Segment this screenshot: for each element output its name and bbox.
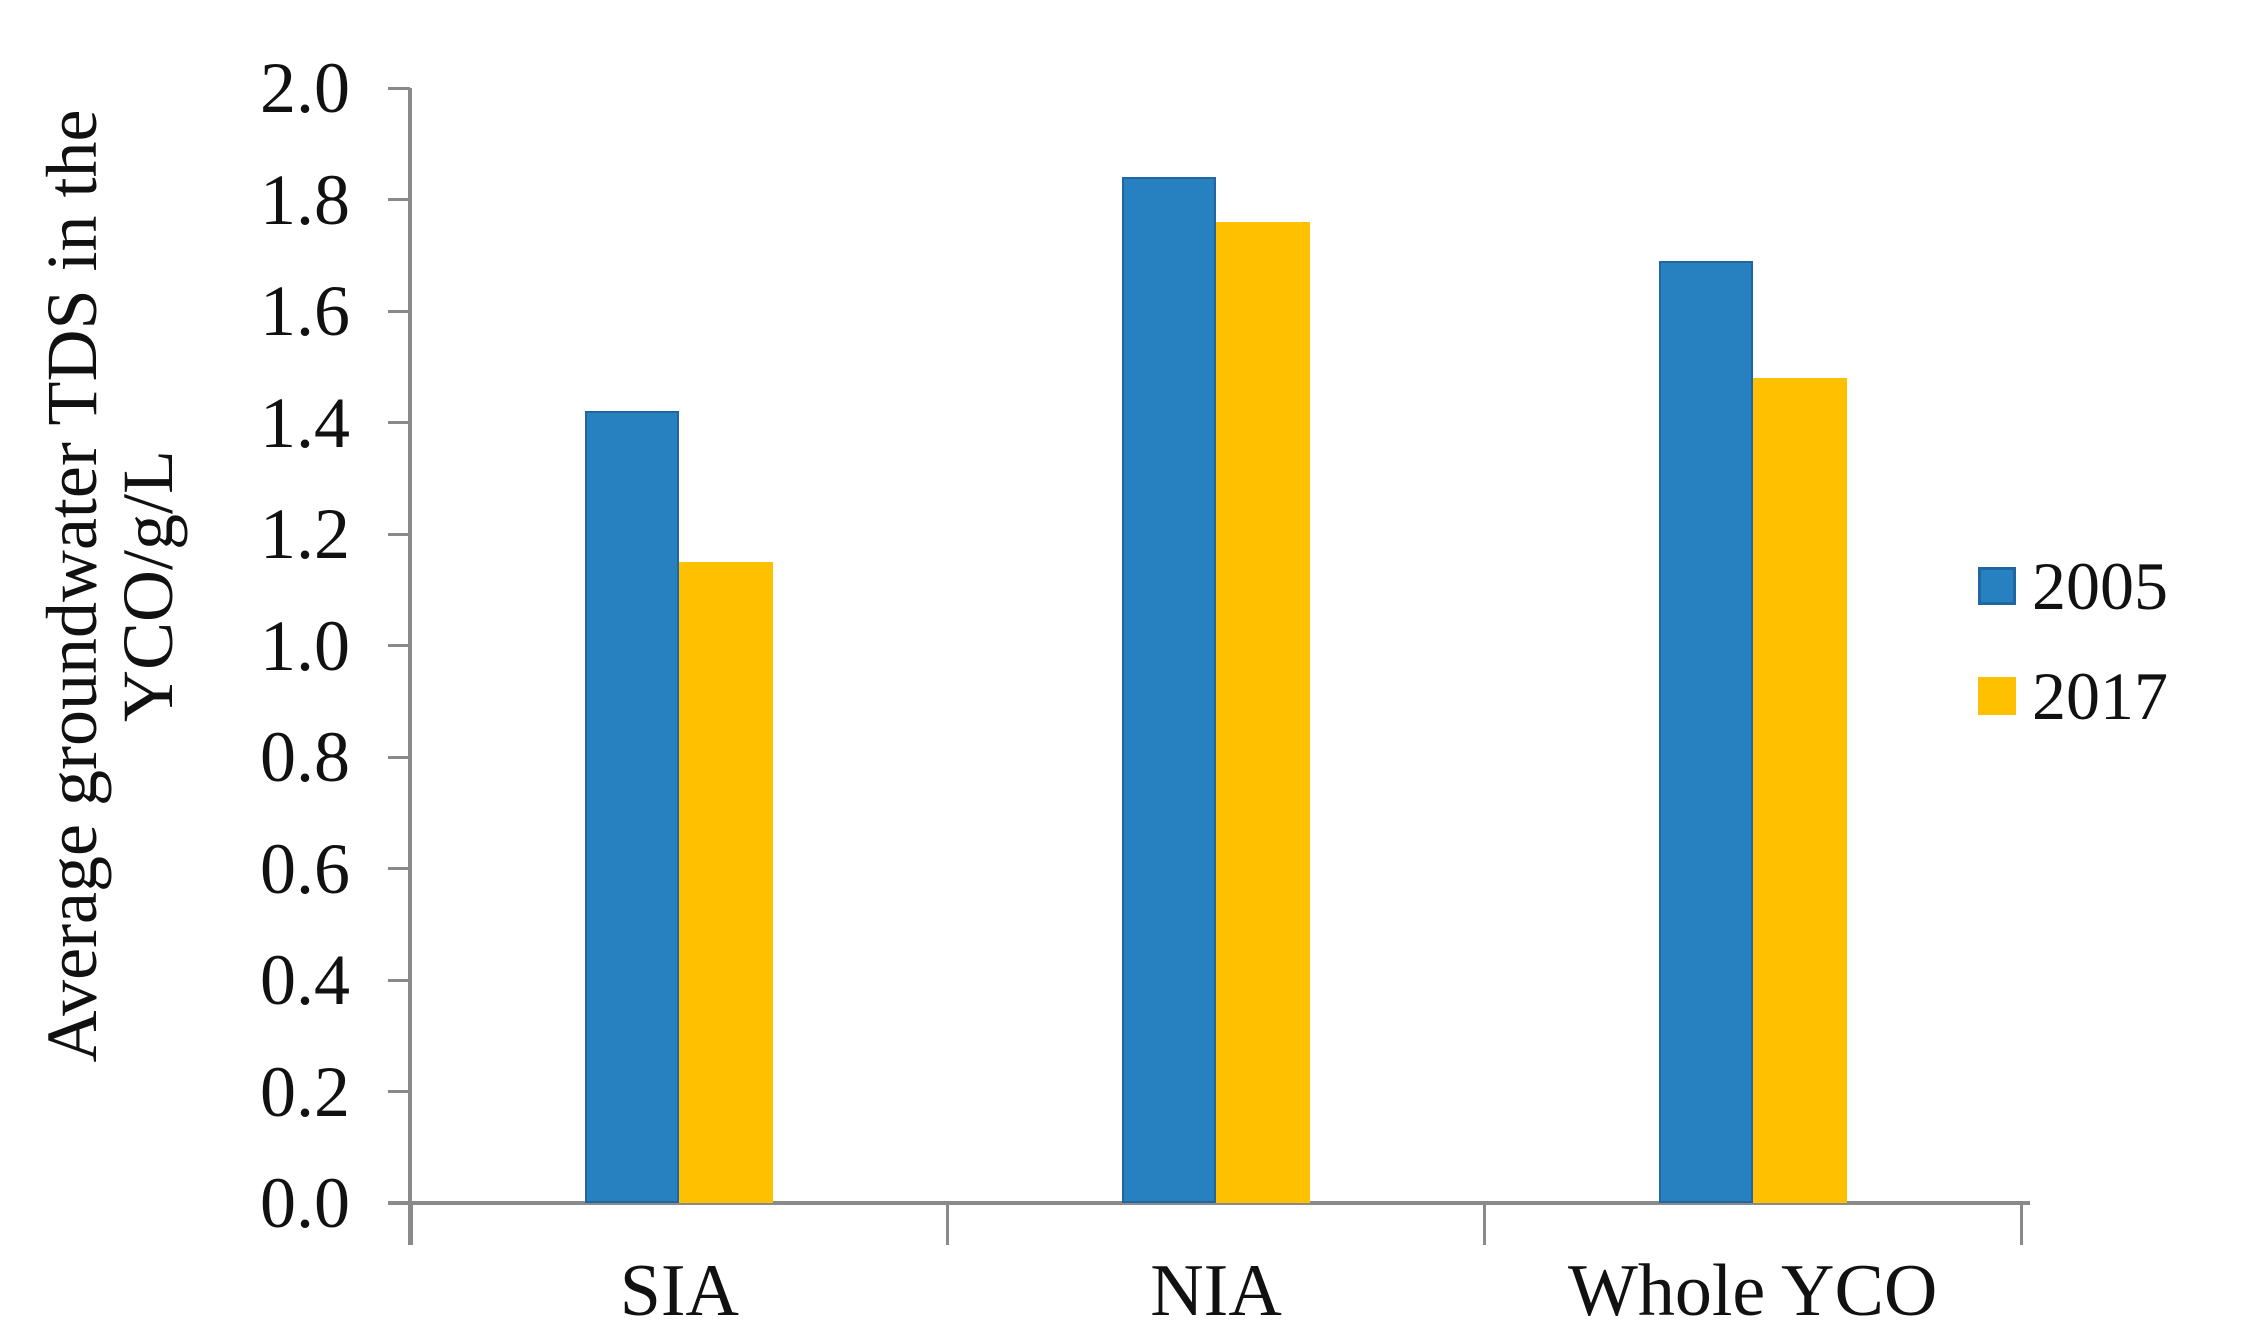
bar-2017-whole-yco: [1752, 377, 1847, 1203]
x-category-label-nia: NIA: [1150, 1250, 1282, 1332]
y-tick: [388, 86, 410, 90]
y-axis-line: [408, 88, 412, 1245]
legend: 2005 2017: [1978, 552, 2168, 772]
x-tick: [2019, 1203, 2023, 1245]
bar-2017-nia: [1216, 221, 1310, 1203]
y-tick: [388, 198, 410, 201]
y-tick: [388, 1201, 410, 1205]
y-tick: [388, 421, 410, 424]
y-tick-label: 0.2: [260, 1051, 350, 1132]
y-tick: [388, 1090, 410, 1093]
legend-swatch-2005: [1978, 567, 2016, 605]
legend-item-2005: 2005: [1978, 552, 2168, 620]
x-tick: [409, 1203, 413, 1245]
y-tick: [388, 755, 410, 759]
y-tick: [388, 532, 410, 536]
legend-swatch-2017: [1978, 677, 2016, 715]
y-tick-label: 0.8: [260, 717, 350, 797]
y-tick-label: 1.2: [260, 494, 350, 574]
x-category-label-whole-yco: Whole YCO: [1568, 1250, 1938, 1332]
y-tick-label: 1.0: [260, 605, 350, 686]
x-tick: [946, 1203, 950, 1245]
x-axis-line: [388, 1201, 2030, 1205]
y-tick-label: 2.0: [260, 48, 350, 128]
y-tick: [388, 309, 410, 313]
legend-label-2005: 2005: [2032, 548, 2168, 624]
bar-2005-nia: [1122, 177, 1216, 1203]
y-tick-label: 1.6: [260, 271, 350, 351]
x-tick: [1482, 1203, 1486, 1245]
bar-2017-sia: [679, 561, 774, 1203]
y-tick-label: 0.4: [260, 940, 350, 1020]
y-tick-label: 0.0: [260, 1163, 350, 1243]
legend-label-2017: 2017: [2032, 658, 2168, 734]
y-tick: [388, 644, 410, 647]
y-tick-label: 1.4: [260, 382, 350, 463]
y-tick: [388, 867, 410, 870]
y-tick: [388, 978, 410, 982]
y-tick-label: 0.6: [260, 828, 350, 909]
bar-2005-sia: [585, 411, 680, 1203]
x-category-label-sia: SIA: [619, 1250, 739, 1332]
y-tick-label: 1.8: [260, 159, 350, 240]
bar-2005-whole-yco: [1658, 260, 1753, 1203]
legend-item-2017: 2017: [1978, 662, 2168, 730]
